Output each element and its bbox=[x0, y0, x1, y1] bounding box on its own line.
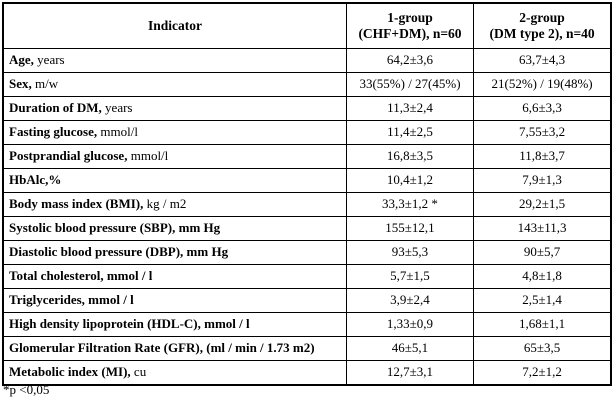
group2-value: 143±11,3 bbox=[473, 216, 612, 241]
group2-value: 21(52%) / 19(48%) bbox=[473, 72, 612, 97]
indicator-label-bold: High density lipoprotein (HDL-C), mmol /… bbox=[9, 316, 250, 332]
group2-value: 7,2±1,2 bbox=[473, 360, 612, 386]
indicator-label-unit: years bbox=[101, 100, 133, 116]
table-row: Diastolic blood pressure (DBP), mm Hg 93… bbox=[2, 240, 612, 265]
group2-value: 65±3,5 bbox=[473, 336, 612, 361]
indicator-label: Duration of DM, years bbox=[2, 96, 347, 121]
group1-value: 46±5,1 bbox=[345, 336, 475, 361]
group1-value: 10,4±1,2 bbox=[345, 168, 475, 193]
table-row: High density lipoprotein (HDL-C), mmol /… bbox=[2, 312, 612, 337]
table-row: Sex, m/w 33(55%) / 27(45%) 21(52%) / 19(… bbox=[2, 72, 612, 97]
group1-value: 64,2±3,6 bbox=[345, 48, 475, 73]
indicator-label: High density lipoprotein (HDL-C), mmol /… bbox=[2, 312, 347, 337]
header-group2-line1: 2-group bbox=[519, 10, 565, 26]
group1-value: 16,8±3,5 bbox=[345, 144, 475, 169]
group2-value: 4,8±1,8 bbox=[473, 264, 612, 289]
indicator-label-bold: Metabolic index (MI), bbox=[9, 364, 131, 380]
table-row: HbAlc,% 10,4±1,2 7,9±1,3 bbox=[2, 168, 612, 193]
indicator-label-bold: Total cholesterol, mmol / l bbox=[9, 268, 153, 284]
group1-value: 155±12,1 bbox=[345, 216, 475, 241]
table-row: Age, years 64,2±3,6 63,7±4,3 bbox=[2, 48, 612, 73]
indicator-label: Total cholesterol, mmol / l bbox=[2, 264, 347, 289]
group1-value: 1,33±0,9 bbox=[345, 312, 475, 337]
indicator-label-bold: Duration of DM, bbox=[9, 100, 102, 116]
group2-value: 2,5±1,4 bbox=[473, 288, 612, 313]
indicator-label-unit: cu bbox=[130, 364, 147, 380]
indicator-label-unit: mmol/l bbox=[97, 124, 138, 140]
table-row: Systolic blood pressure (SBP), mm Hg 155… bbox=[2, 216, 612, 241]
indicator-label: Glomerular Filtration Rate (GFR), (ml / … bbox=[2, 336, 347, 361]
group1-value: 33,3±1,2 * bbox=[345, 192, 475, 217]
group1-value: 93±5,3 bbox=[345, 240, 475, 265]
indicator-label-bold: HbAlc,% bbox=[9, 172, 62, 188]
indicator-label-unit: years bbox=[33, 52, 65, 68]
indicator-label: Sex, m/w bbox=[2, 72, 347, 97]
group2-value: 1,68±1,1 bbox=[473, 312, 612, 337]
indicator-label-bold: Postprandial glucose, bbox=[9, 148, 128, 164]
indicator-label-bold: Sex, bbox=[9, 76, 32, 92]
group2-value: 29,2±1,5 bbox=[473, 192, 612, 217]
table-row: Duration of DM, years 11,3±2,4 6,6±3,3 bbox=[2, 96, 612, 121]
header-group1: 1-group (CHF+DM), n=60 bbox=[345, 2, 475, 49]
header-indicator: Indicator bbox=[2, 2, 347, 49]
indicator-label: Metabolic index (MI), cu bbox=[2, 360, 347, 386]
indicator-label-unit: mmol/l bbox=[127, 148, 169, 164]
indicator-label-bold: Triglycerides, mmol / l bbox=[9, 292, 134, 308]
indicator-label: Age, years bbox=[2, 48, 347, 73]
indicator-label-bold: Glomerular Filtration Rate (GFR), (ml / … bbox=[9, 340, 315, 356]
indicator-label: Triglycerides, mmol / l bbox=[2, 288, 347, 313]
significance-footnote: *p <0,05 bbox=[3, 382, 50, 397]
table-row: Fasting glucose, mmol/l 11,4±2,5 7,55±3,… bbox=[2, 120, 612, 145]
table-row: Total cholesterol, mmol / l 5,7±1,5 4,8±… bbox=[2, 264, 612, 289]
indicators-table: Indicator 1-group (CHF+DM), n=60 2-group… bbox=[2, 2, 612, 386]
group2-value: 11,8±3,7 bbox=[473, 144, 612, 169]
table-row: Triglycerides, mmol / l 3,9±2,4 2,5±1,4 bbox=[2, 288, 612, 313]
indicator-label: HbAlc,% bbox=[2, 168, 347, 193]
indicator-label-bold: Systolic blood pressure (SBP), mm Hg bbox=[9, 220, 221, 236]
header-group1-line2: (CHF+DM), n=60 bbox=[358, 26, 462, 41]
indicator-label-bold: Body mass index (BMI), bbox=[9, 196, 144, 212]
group2-value: 7,55±3,2 bbox=[473, 120, 612, 145]
group2-value: 7,9±1,3 bbox=[473, 168, 612, 193]
group2-value: 6,6±3,3 bbox=[473, 96, 612, 121]
group2-value: 63,7±4,3 bbox=[473, 48, 612, 73]
header-group2-line2: (DM type 2), n=40 bbox=[489, 26, 595, 41]
header-group2: 2-group (DM type 2), n=40 bbox=[473, 2, 612, 49]
table-row: Metabolic index (MI), cu 12,7±3,1 7,2±1,… bbox=[2, 360, 612, 386]
group1-value: 3,9±2,4 bbox=[345, 288, 475, 313]
group1-value: 5,7±1,5 bbox=[345, 264, 475, 289]
indicator-label: Body mass index (BMI), kg / m2 bbox=[2, 192, 347, 217]
indicator-label-unit: kg / m2 bbox=[143, 196, 187, 212]
indicator-label-bold: Fasting glucose, bbox=[9, 124, 98, 140]
group1-value: 11,3±2,4 bbox=[345, 96, 475, 121]
indicator-label-bold: Age, bbox=[9, 52, 34, 68]
indicator-label: Postprandial glucose, mmol/l bbox=[2, 144, 347, 169]
table-row: Glomerular Filtration Rate (GFR), (ml / … bbox=[2, 336, 612, 361]
indicator-label: Systolic blood pressure (SBP), mm Hg bbox=[2, 216, 347, 241]
group2-value: 90±5,7 bbox=[473, 240, 612, 265]
indicator-label-unit: m/w bbox=[31, 76, 59, 92]
group1-value: 12,7±3,1 bbox=[345, 360, 475, 386]
table-row: Body mass index (BMI), kg / m2 33,3±1,2 … bbox=[2, 192, 612, 217]
header-row: Indicator 1-group (CHF+DM), n=60 2-group… bbox=[2, 2, 612, 49]
indicator-label: Fasting glucose, mmol/l bbox=[2, 120, 347, 145]
group1-value: 11,4±2,5 bbox=[345, 120, 475, 145]
indicator-label: Diastolic blood pressure (DBP), mm Hg bbox=[2, 240, 347, 265]
table-row: Postprandial glucose, mmol/l 16,8±3,5 11… bbox=[2, 144, 612, 169]
header-group1-line1: 1-group bbox=[387, 10, 433, 26]
indicator-label-bold: Diastolic blood pressure (DBP), mm Hg bbox=[9, 244, 229, 260]
group1-value: 33(55%) / 27(45%) bbox=[345, 72, 475, 97]
